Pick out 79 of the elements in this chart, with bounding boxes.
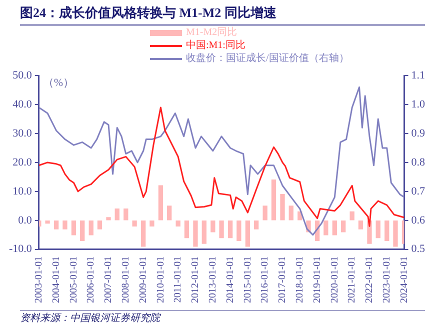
y-tick-label: 20.0 <box>12 156 32 168</box>
bar <box>158 185 164 220</box>
bar <box>202 220 206 244</box>
bar <box>45 220 50 224</box>
legend-label: 收盘价：国证成长/国证价值（右轴） <box>186 52 349 65</box>
y-tick-label: 40.0 <box>12 98 32 110</box>
bar <box>132 220 137 227</box>
annotation: （%） <box>42 76 74 89</box>
y2-tick-label: 1.1 <box>411 69 425 82</box>
x-tick-label: 2018-01-01 <box>294 256 306 304</box>
x-tick-label: 2024-01-01 <box>398 256 410 304</box>
bar <box>54 220 59 230</box>
bar <box>288 206 294 220</box>
bar <box>236 220 242 241</box>
x-tick-label: 2016-01-01 <box>260 256 271 304</box>
y-tick-label: 50.0 <box>12 69 32 82</box>
x-tick-label: 2019-01-01 <box>312 256 323 304</box>
bar <box>124 208 128 220</box>
bar <box>167 206 172 220</box>
bar <box>324 220 328 236</box>
x-tick-label: 2005-01-01 <box>68 256 80 304</box>
x-tick-label: 2013-01-01 <box>208 256 219 304</box>
x-tick-label: 2008-01-01 <box>120 256 132 304</box>
bar <box>219 220 224 238</box>
x-tick-label: 2007-01-01 <box>103 256 114 304</box>
x-tick-label: 2004-01-01 <box>50 256 62 304</box>
x-tick-label: 2009-01-01 <box>138 256 149 304</box>
x-tick-label: 2023-01-01 <box>381 256 392 304</box>
x-tick-label: 2006-01-01 <box>86 256 97 304</box>
x-tick-label: 2021-01-01 <box>346 256 358 304</box>
y-tick-label: 10.0 <box>12 185 32 198</box>
bar <box>271 180 276 220</box>
x-tick-label: 2022-01-01 <box>364 256 376 304</box>
bar <box>184 220 190 238</box>
bar <box>71 220 76 236</box>
x-tick-label: 2010-01-01 <box>155 256 166 304</box>
y2-tick-label: 1.0 <box>411 98 426 110</box>
bar <box>384 220 390 241</box>
x-tick-label: 2020-01-01 <box>329 256 340 304</box>
bar <box>393 220 398 247</box>
bar <box>80 220 85 241</box>
bar <box>332 220 337 236</box>
text: 资料来源：中国银河证券研究院 <box>20 310 425 325</box>
y-tick-label: 0.0 <box>18 214 32 226</box>
y-tick-label: -10.0 <box>8 243 32 256</box>
bar <box>193 220 198 247</box>
bar <box>106 217 111 220</box>
y2-tick-label: 0.6 <box>411 214 426 226</box>
bar <box>176 220 180 227</box>
x-tick-label: 2017-01-01 <box>277 256 288 304</box>
bar <box>114 208 120 220</box>
bar <box>228 220 233 238</box>
chart-title: 图24：成长价值风格转换与 M1-M2 同比增速 <box>20 4 425 26</box>
legend-label: M1-M2同比 <box>186 26 238 39</box>
bar <box>376 220 380 238</box>
x-tick-label: 2014-01-01 <box>224 256 236 304</box>
bar <box>254 220 259 230</box>
legend-label: 中国:M1:同比 <box>186 39 246 52</box>
bar <box>88 220 94 236</box>
bar <box>350 211 354 220</box>
x-tick-label: 2003-01-01 <box>34 256 45 304</box>
bar <box>97 220 102 230</box>
y2-tick-label: 0.8 <box>411 156 426 168</box>
y2-tick-label: 0.5 <box>411 243 426 256</box>
y2-tick-label: 0.9 <box>411 127 426 140</box>
bar <box>140 220 146 247</box>
x-tick-label: 2015-01-01 <box>242 256 254 304</box>
bar <box>262 206 268 220</box>
bar <box>62 220 68 230</box>
y2-tick-label: 0.7 <box>411 185 426 198</box>
bar <box>358 220 364 230</box>
bar <box>280 194 285 220</box>
x-tick-label: 2012-01-01 <box>190 256 202 304</box>
bar <box>341 220 346 232</box>
bar <box>150 220 154 227</box>
x-tick-label: 2011-01-01 <box>172 256 184 303</box>
bar <box>210 220 216 232</box>
y-tick-label: 30.0 <box>12 127 32 140</box>
bar <box>245 220 250 247</box>
